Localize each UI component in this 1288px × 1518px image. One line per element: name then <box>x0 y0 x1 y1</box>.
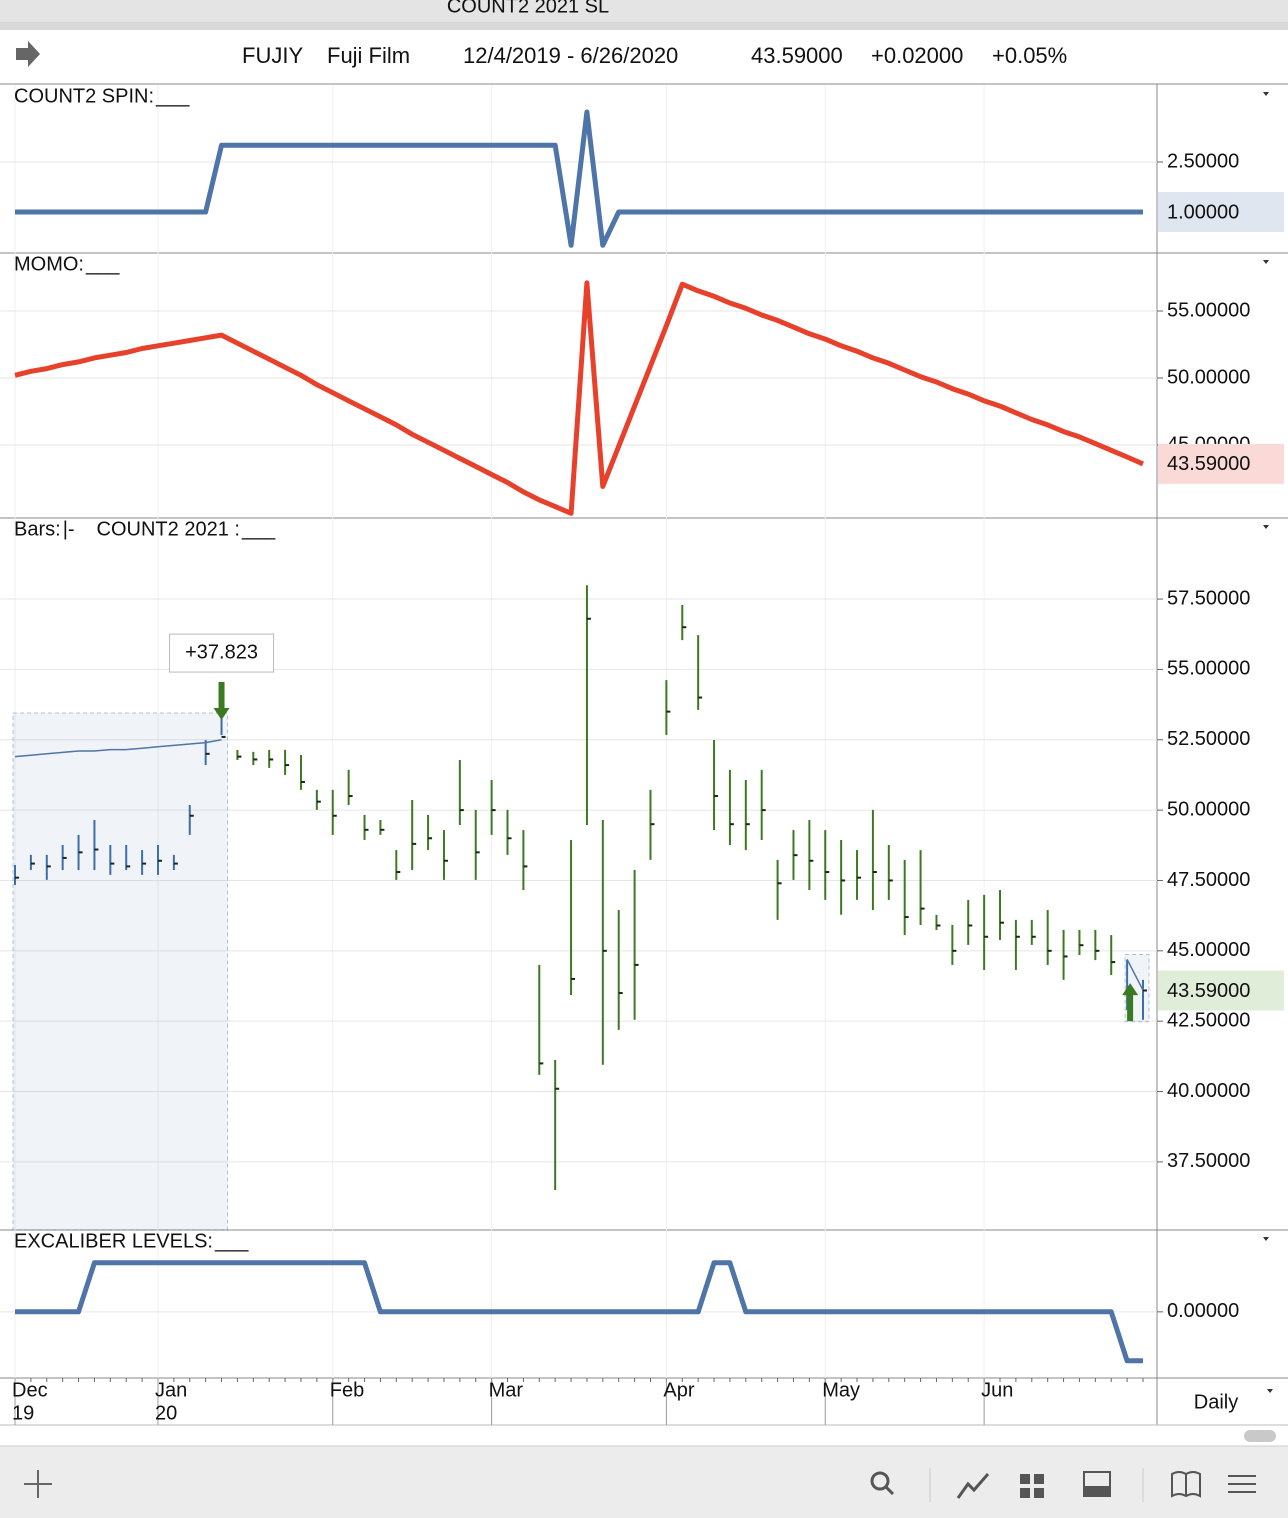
company-name: Fuji Film <box>327 43 410 68</box>
series-label: Bars: <box>14 518 61 540</box>
last-value-label: 43.59000 <box>1167 980 1250 1002</box>
signal-arrow <box>213 682 230 721</box>
y-tick-label: 55.00000 <box>1167 658 1250 680</box>
legend-marker: ___ <box>214 1230 249 1252</box>
legend-marker: ___ <box>85 253 120 275</box>
legend-marker: ___ <box>241 518 276 540</box>
y-tick-label: 50.00000 <box>1167 366 1250 388</box>
draw-button[interactable] <box>956 1473 990 1499</box>
x-tick-label: Jan <box>155 1379 187 1401</box>
y-tick-label: 47.50000 <box>1167 869 1250 891</box>
x-tick-label: Feb <box>330 1379 364 1401</box>
scrollbar-thumb[interactable] <box>1244 1430 1276 1442</box>
y-tick-label: 0.00000 <box>1167 1300 1239 1322</box>
y-tick-label: 37.50000 <box>1167 1150 1250 1172</box>
series-line <box>14 739 1144 991</box>
last-price: 43.59000 <box>751 43 843 68</box>
series-line <box>14 280 1144 516</box>
x-tick-label: Mar <box>489 1379 524 1401</box>
signal-zone <box>12 712 229 1231</box>
panel-menu <box>1263 525 1269 529</box>
date-range: 12/4/2019 - 6/26/2020 <box>463 43 678 68</box>
nav-arrow[interactable] <box>16 41 40 67</box>
series-line <box>15 109 1143 248</box>
search-button[interactable] <box>870 1471 895 1496</box>
y-tick-label: 42.50000 <box>1167 1009 1250 1031</box>
x-year-label: 20 <box>155 1402 177 1424</box>
series-label: MOMO: <box>14 253 84 275</box>
panel-menu <box>1263 1237 1269 1241</box>
title-bar <box>0 0 1288 22</box>
series-label: COUNT2 SPIN: <box>14 85 154 107</box>
percent-change: +0.05% <box>992 43 1067 68</box>
symbol: FUJIY <box>242 43 303 68</box>
last-value-label: 43.59000 <box>1167 453 1250 475</box>
x-tick-label: Dec <box>12 1379 48 1401</box>
y-tick-label: 55.00000 <box>1167 299 1250 321</box>
y-tick-label: 45.00000 <box>1167 939 1250 961</box>
panel-menu <box>1263 260 1269 264</box>
title-bar-edge <box>0 22 1288 30</box>
series-line <box>15 1260 1143 1364</box>
y-tick-label: 57.50000 <box>1167 587 1250 609</box>
y-tick-label: 50.00000 <box>1167 798 1250 820</box>
timeframe[interactable]: Daily <box>1194 1391 1238 1413</box>
signal-arrow <box>1122 983 1139 1022</box>
book-button[interactable] <box>1171 1471 1201 1498</box>
menu-button[interactable] <box>1228 1475 1256 1493</box>
y-tick-label: 40.00000 <box>1167 1080 1250 1102</box>
signal-label: +37.823 <box>185 641 258 663</box>
last-value-box <box>1158 970 1284 1011</box>
x-tick-label: May <box>822 1379 860 1401</box>
last-value-box <box>1158 443 1284 484</box>
legend-marker: ___ <box>155 85 190 107</box>
y-tick-label: 52.50000 <box>1167 728 1250 750</box>
layout-button[interactable] <box>1020 1474 1044 1498</box>
y-tick-label: 2.50000 <box>1167 150 1239 172</box>
last-value-label: 1.00000 <box>1167 201 1239 223</box>
toolbar <box>0 1446 1288 1518</box>
add-button[interactable] <box>24 1470 52 1498</box>
panel-button[interactable] <box>1083 1471 1111 1497</box>
timeframe-dropdown[interactable] <box>1267 1389 1273 1393</box>
price-change: +0.02000 <box>871 43 963 68</box>
legend-marker: |- <box>63 518 75 540</box>
x-tick-label: Apr <box>663 1379 694 1401</box>
x-year-label: 19 <box>12 1402 34 1424</box>
signal-label-box <box>169 633 275 673</box>
window-title: COUNT2 2021 SL <box>447 0 609 17</box>
x-tick-label: Jun <box>981 1379 1013 1401</box>
panel-menu <box>1263 92 1269 96</box>
last-value-box <box>1158 192 1284 232</box>
series-label: COUNT2 2021 : <box>97 518 240 540</box>
series-label: EXCALIBER LEVELS: <box>14 1230 213 1252</box>
